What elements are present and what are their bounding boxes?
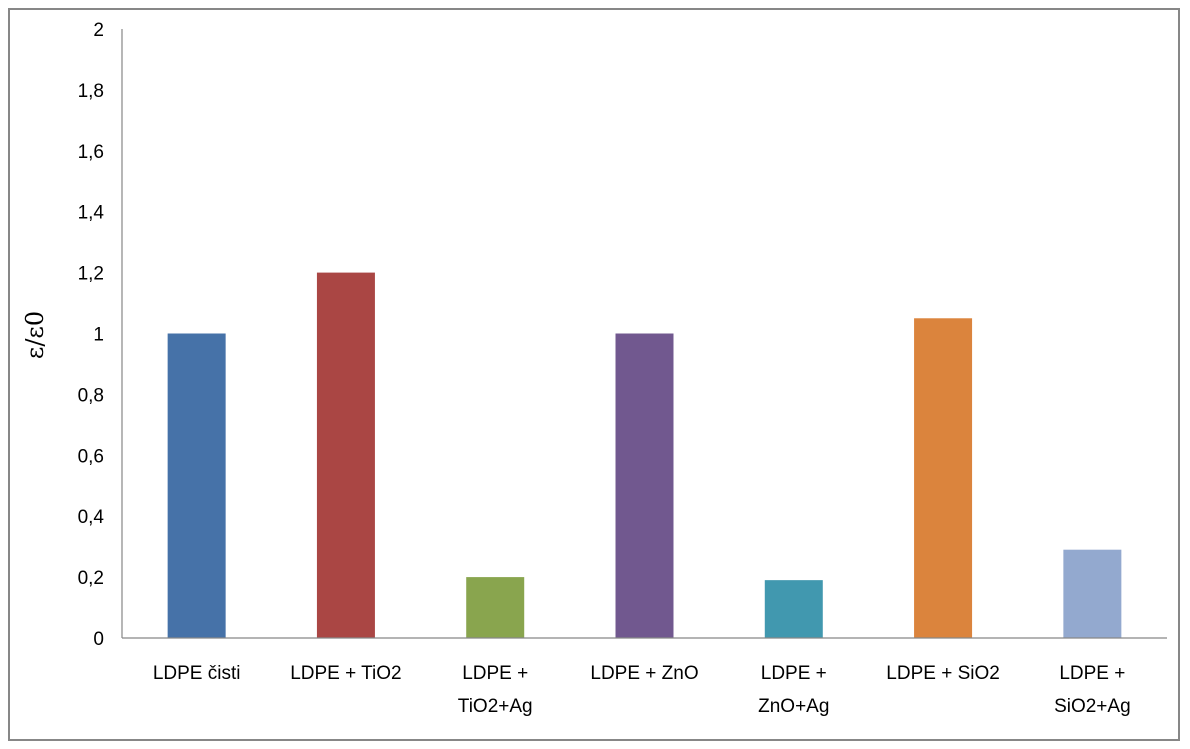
y-tick-label: 1,2 <box>78 264 104 285</box>
x-category-label: LDPE + SiO2 <box>886 663 1000 684</box>
x-axis-labels: LDPE čisti LDPE + TiO2 LDPE + TiO2+Ag LDPE +… <box>153 663 1131 717</box>
y-tick-label: 1,6 <box>78 142 104 163</box>
bar <box>1063 549 1122 638</box>
y-tick-label: 0,8 <box>78 385 104 406</box>
bar <box>466 577 525 638</box>
x-category-label: LDPE + ZnO <box>590 663 698 684</box>
x-category-label: LDPE + TiO2+Ag <box>458 663 533 717</box>
bar <box>316 272 375 638</box>
y-tick-label: 1,8 <box>78 81 104 102</box>
y-axis-ticks: 0 0,2 0,4 0,6 0,8 1 1,2 1,4 1,6 1,8 2 <box>78 20 105 650</box>
x-category-label: LDPE + SiO2+Ag <box>1054 663 1131 717</box>
bar <box>914 318 973 638</box>
bars <box>167 272 1122 638</box>
y-axis-title: ε/ε0 <box>21 311 49 359</box>
y-tick-label: 0,4 <box>78 507 105 528</box>
y-tick-label: 2 <box>93 20 104 41</box>
x-category-label: LDPE + TiO2 <box>290 663 401 684</box>
bar <box>167 333 226 638</box>
x-category-label: LDPE + ZnO+Ag <box>758 663 829 717</box>
y-tick-label: 0,2 <box>78 568 104 589</box>
bar <box>615 333 674 638</box>
bar <box>764 580 823 638</box>
y-tick-label: 0 <box>93 629 104 650</box>
x-category-label: LDPE čisti <box>153 663 241 684</box>
y-tick-label: 1,4 <box>78 203 105 224</box>
y-tick-label: 1 <box>93 325 104 346</box>
y-tick-label: 0,6 <box>78 446 104 467</box>
